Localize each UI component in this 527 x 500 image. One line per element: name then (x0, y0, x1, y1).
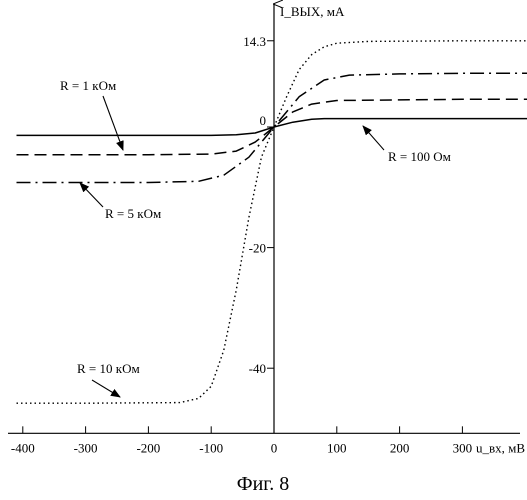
y-tick-label: -20 (249, 241, 266, 256)
x-tick-label: 300 (453, 440, 473, 455)
annotation-label-1: R = 100 Ом (388, 149, 451, 164)
figure-caption: Фиг. 8 (237, 473, 289, 495)
annotation-label-0: R = 1 кОм (60, 78, 116, 93)
x-tick-label: -100 (199, 440, 223, 455)
x-axis-label: u_вх, мВ (476, 440, 525, 455)
x-tick-label: -200 (136, 440, 160, 455)
annotation-arrow-2 (80, 183, 103, 207)
annotation-arrow-3 (92, 380, 120, 397)
annotation-arrow-1 (363, 126, 384, 150)
x-tick-label: 200 (390, 440, 410, 455)
annotation-label-2: R = 5 кОм (105, 206, 161, 221)
series-line-3 (17, 41, 527, 403)
x-tick-label: -300 (74, 440, 98, 455)
series-layer (17, 41, 527, 403)
x-tick-label: 100 (327, 440, 347, 455)
series-line-0 (17, 119, 527, 136)
x-tick-label: -400 (11, 440, 35, 455)
x-tick-label: 0 (271, 440, 278, 455)
labels-layer: R = 1 кОм R = 100 Ом R = 5 кОм R = 10 кОм Фи… (60, 78, 451, 495)
axes: -400 -300 -200 -100 0 100 200 300 14.3 0 -20 -40 I_В… (8, 4, 525, 455)
annotation-label-3: R = 10 кОм (77, 361, 140, 376)
y-axis-label: I_ВЫХ, мА (280, 4, 345, 19)
y-tick-label: -40 (249, 361, 266, 376)
annotation-arrow-0 (103, 96, 123, 150)
y-tick-label: 0 (260, 113, 267, 128)
y-tick-label: 14.3 (243, 34, 266, 49)
